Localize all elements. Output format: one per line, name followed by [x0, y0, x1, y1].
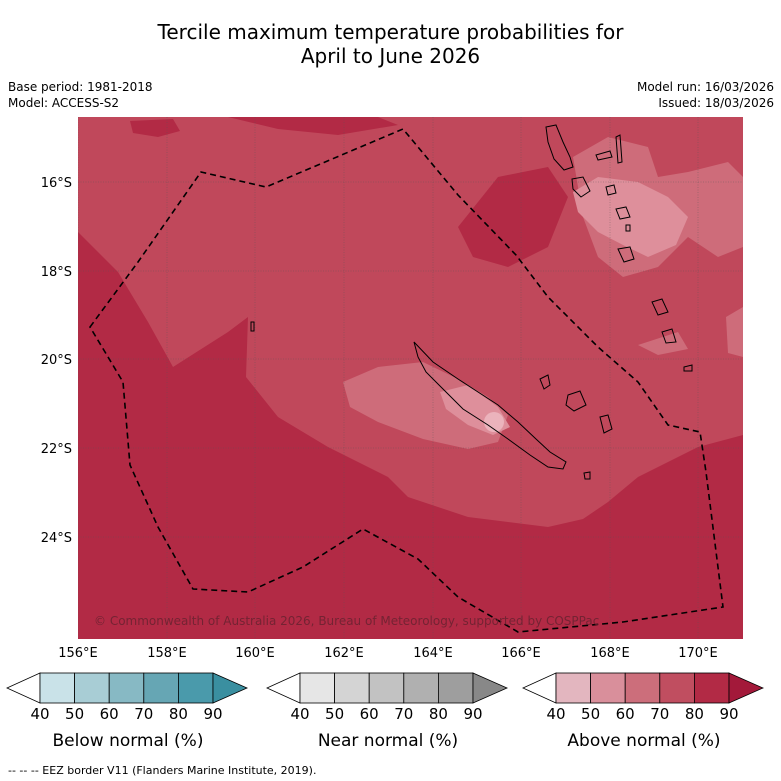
above-colorbar-tick: 60: [615, 705, 635, 723]
island-east-1: [651, 298, 669, 316]
below-colorbar-tick: 70: [134, 705, 154, 723]
below-colorbar-segment: [143, 672, 179, 704]
above-colorbar-tick: 80: [684, 705, 704, 723]
region-above-60-70-center: [343, 362, 508, 449]
copyright-text: © Commonwealth of Australia 2026, Bureau…: [94, 614, 599, 628]
lat-label: 22°S: [40, 442, 72, 457]
region-above-80-90-west: [78, 232, 743, 639]
below-colorbar-high-arrow: [212, 672, 248, 704]
vanuatu-tanna: [625, 224, 631, 232]
vanuatu-ambae: [595, 150, 613, 161]
isle-of-pines: [583, 471, 591, 480]
lon-label: 166°E: [501, 646, 541, 661]
lat-label: 20°S: [40, 353, 72, 368]
lon-label: 164°E: [413, 646, 453, 661]
map-title-line2: April to June 2026: [300, 44, 481, 68]
below-colorbar-tick: 60: [99, 705, 119, 723]
eez-border: [89, 128, 724, 633]
below-colorbar-tick: 40: [30, 705, 50, 723]
region-above-80-90-center: [458, 167, 568, 267]
near-colorbar-high-arrow: [472, 672, 508, 704]
below-colorbar-low-arrow: [6, 672, 41, 704]
new-caledonia-island: [413, 341, 567, 470]
loyalty-island-2: [565, 390, 587, 412]
lat-label: 24°S: [40, 531, 72, 546]
region-above-80-90-nw: [130, 119, 180, 137]
island-east-3: [683, 364, 693, 372]
probability-map: © Commonwealth of Australia 2026, Bureau…: [78, 117, 743, 639]
above-colorbar-segment: [590, 672, 626, 704]
vanuatu-epi: [605, 184, 617, 196]
below-colorbar-tick: 90: [203, 705, 223, 723]
lat-label: 16°S: [40, 176, 72, 191]
vanuatu-efate: [615, 206, 631, 220]
below-colorbar-tick: 50: [65, 705, 85, 723]
vanuatu-espiritu-santo: [545, 124, 574, 171]
above-colorbar-segment: [693, 672, 730, 704]
eez-legend-note: -- -- -- EEZ border V11 (Flanders Marine…: [8, 764, 317, 777]
map-title-line1: Tercile maximum temperature probabilitie…: [157, 20, 624, 44]
below-colorbar-tick: 80: [168, 705, 188, 723]
island-west-1: [250, 321, 255, 332]
above-colorbar-tick: 70: [650, 705, 670, 723]
near-colorbar-tick: 50: [325, 705, 345, 723]
above-colorbar-tick: 40: [546, 705, 566, 723]
near-colorbar-tick: 40: [290, 705, 310, 723]
region-above-60-70-far-east: [726, 307, 743, 357]
lon-label: 160°E: [235, 646, 275, 661]
above-colorbar-low-arrow: [522, 672, 557, 704]
below-colorbar-segment: [39, 672, 75, 704]
lon-label: 168°E: [590, 646, 630, 661]
lon-label: 158°E: [147, 646, 187, 661]
region-above-80-90-north: [228, 117, 398, 135]
below-colorbar-segment: [108, 672, 145, 704]
vanuatu-pentecost: [615, 134, 623, 164]
lon-label: 162°E: [324, 646, 364, 661]
colorbar-above: [522, 672, 764, 704]
graticule: [78, 117, 743, 639]
lon-label: 156°E: [58, 646, 98, 661]
loyalty-island-3: [599, 414, 613, 434]
base-period: Base period: 1981-2018: [8, 80, 153, 94]
near-colorbar-low-arrow: [266, 672, 301, 704]
colorbar-near: [266, 672, 508, 704]
vanuatu-malekula: [571, 176, 591, 198]
near-colorbar-segment: [368, 672, 405, 704]
island-east-2: [661, 328, 677, 344]
region-above-40-50-spot: [484, 412, 504, 432]
near-colorbar-tick: 80: [428, 705, 448, 723]
colorbar-below: [6, 672, 248, 704]
above-colorbar-segment: [555, 672, 591, 704]
colorbar-near-title: Near normal (%): [317, 731, 459, 751]
near-colorbar-tick: 70: [394, 705, 414, 723]
near-colorbar-segment: [437, 672, 474, 704]
region-above-60-70-se: [638, 332, 688, 355]
above-colorbar-segment: [659, 672, 695, 704]
loyalty-island-1: [539, 374, 551, 390]
above-colorbar-tick: 90: [719, 705, 739, 723]
model-run: Model run: 16/03/2026: [636, 80, 774, 94]
below-colorbar-segment: [74, 672, 110, 704]
colorbar-below-title: Below normal (%): [52, 731, 204, 751]
above-colorbar-segment: [624, 672, 661, 704]
near-colorbar-segment: [299, 672, 335, 704]
above-colorbar-high-arrow: [728, 672, 764, 704]
near-colorbar-tick: 60: [359, 705, 379, 723]
vanuatu-erromango: [617, 246, 635, 263]
lon-label: 170°E: [678, 646, 718, 661]
model-name: Model: ACCESS-S2: [8, 96, 120, 110]
below-colorbar-segment: [177, 672, 214, 704]
near-colorbar-segment: [334, 672, 370, 704]
issued-date: Issued: 18/03/2026: [658, 96, 774, 110]
near-colorbar-segment: [403, 672, 439, 704]
lat-label: 18°S: [40, 265, 72, 280]
near-colorbar-tick: 90: [463, 705, 483, 723]
above-colorbar-tick: 50: [581, 705, 601, 723]
colorbar-above-title: Above normal (%): [567, 731, 721, 751]
